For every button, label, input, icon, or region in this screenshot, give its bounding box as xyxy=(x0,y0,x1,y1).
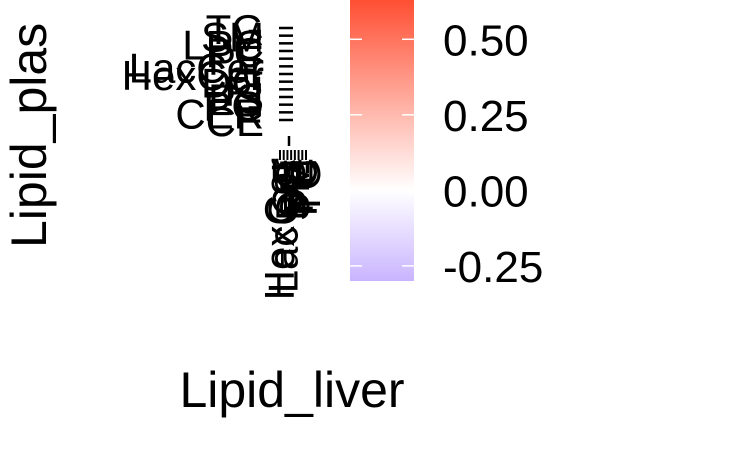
x-tick-label: PE xyxy=(275,158,322,214)
y-tick-label: PC xyxy=(206,29,264,76)
x-axis-ticks xyxy=(279,150,307,160)
y-tick-label: SM xyxy=(201,14,264,61)
y-axis-ticks xyxy=(279,26,293,146)
y-tick-label: LacCer xyxy=(129,44,264,91)
x-tick-label: PC xyxy=(278,158,325,216)
y-tick-label: TG xyxy=(206,6,264,53)
x-tick-label: HexCer xyxy=(256,158,303,300)
x-tick-label: SM xyxy=(271,158,318,221)
colorbar-tick-label: -0.25 xyxy=(443,243,543,292)
y-tick-label: CE xyxy=(206,98,264,145)
x-tick-label: LacCer xyxy=(260,158,307,293)
colorbar-tick-label: 0.00 xyxy=(443,167,529,216)
y-tick-label: PG xyxy=(203,83,264,130)
colorbar xyxy=(350,0,414,281)
y-tick-label: DG xyxy=(201,60,264,107)
colorbar-tick-label: 0.25 xyxy=(443,92,529,141)
y-tick-label: PS xyxy=(208,75,264,122)
x-tick-label: CE xyxy=(263,158,310,216)
y-tick-label: CER xyxy=(175,90,264,137)
colorbar-tick-label: 0.50 xyxy=(443,16,529,65)
y-tick-label: LPC xyxy=(182,21,264,68)
y-tick-label: PI xyxy=(224,67,264,114)
x-tick-label: DG xyxy=(267,158,314,221)
colorbar-ticks xyxy=(350,38,414,267)
y-axis-title: Lipid_plas xyxy=(1,23,57,248)
y-tick-label: HexCer xyxy=(122,52,264,99)
colorbar-tick-labels: 0.50 0.25 0.00 -0.25 xyxy=(443,16,543,292)
y-tick-label: PE xyxy=(208,37,264,84)
x-tick-label: TG xyxy=(282,158,329,216)
x-axis-title: Lipid_liver xyxy=(179,362,404,418)
